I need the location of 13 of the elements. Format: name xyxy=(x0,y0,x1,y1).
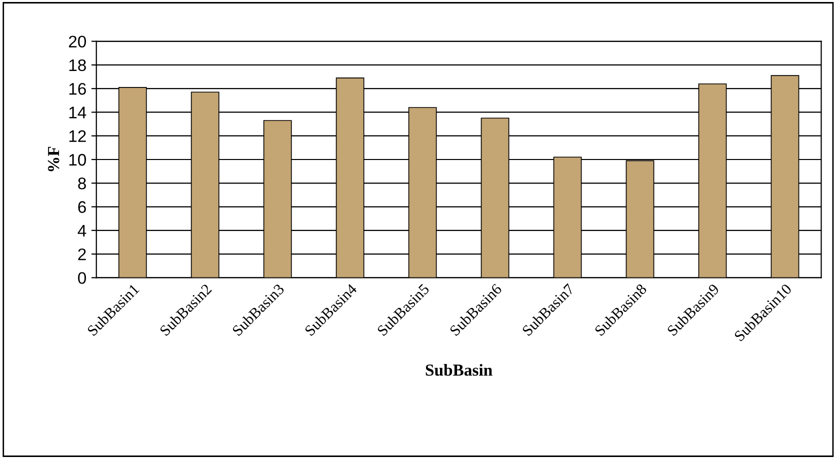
y-tick-label: 16 xyxy=(69,82,86,95)
y-tick-label: 8 xyxy=(78,178,86,190)
x-axis-title: SubBasin xyxy=(426,364,492,376)
y-tick-label: 2 xyxy=(78,248,86,260)
y-tick-label: 4 xyxy=(78,224,86,236)
y-tick-label: 10 xyxy=(69,154,86,166)
y-tick-label: 18 xyxy=(69,59,86,72)
y-tick-label: 6 xyxy=(78,201,86,213)
y-tick-label: 14 xyxy=(69,106,86,118)
y-tick-label: 0 xyxy=(78,272,86,284)
y-axis-title: %F xyxy=(48,146,60,172)
y-tick-label: 12 xyxy=(69,130,86,142)
y-tick-label: 20 xyxy=(68,36,86,48)
